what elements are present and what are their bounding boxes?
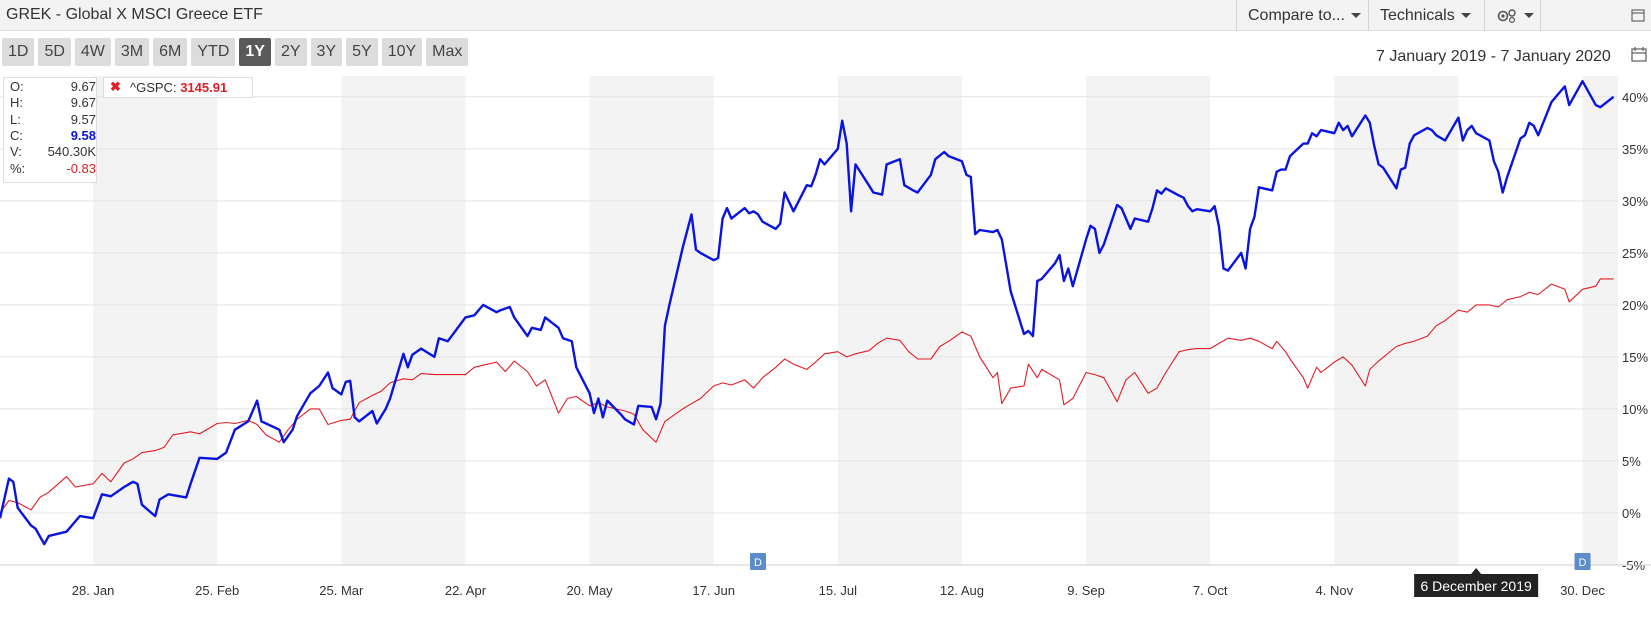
technicals-dropdown[interactable]: Technicals — [1368, 0, 1484, 31]
ohlc-value: -0.83 — [66, 160, 96, 176]
x-tick-label: 30. Dec — [1560, 583, 1605, 598]
chart-title: GREK - Global X MSCI Greece ETF — [6, 6, 263, 23]
y-tick-label: 25% — [1622, 246, 1648, 261]
ohlc-key: V: — [10, 144, 22, 160]
range-button-max[interactable]: Max — [426, 38, 469, 66]
compare-label: Compare to... — [1248, 6, 1345, 24]
x-tick-label: 15. Jul — [819, 583, 857, 598]
range-button-ytd[interactable]: YTD — [191, 38, 236, 66]
month-band — [341, 76, 466, 565]
compare-legend: ✖ ^GSPC: 3145.91 — [103, 77, 253, 98]
ohlc-key: H: — [10, 95, 23, 111]
crosshair-date-label: 6 December 2019 — [1420, 578, 1532, 594]
ohlc-panel: O: 9.67 H: 9.67 L: 9.57 C: 9.58 V: 540.30K%: -0.83 — [3, 77, 97, 183]
month-band — [1582, 76, 1618, 565]
gear-icon — [1497, 8, 1516, 23]
month-band — [1086, 76, 1211, 565]
ohlc-key: %: — [10, 160, 26, 176]
range-button-6m[interactable]: 6M — [153, 38, 188, 66]
x-tick-label: 7. Oct — [1193, 583, 1228, 598]
remove-series-icon[interactable]: ✖ — [110, 79, 121, 94]
y-tick-label: 35% — [1622, 142, 1648, 157]
range-button-1d[interactable]: 1D — [2, 38, 35, 66]
y-tick-label: 20% — [1622, 298, 1648, 313]
x-tick-label: 25. Feb — [195, 583, 239, 598]
x-tick-label: 25. Mar — [319, 583, 364, 598]
calendar-icon[interactable] — [1631, 46, 1647, 62]
legend-series-name: ^GSPC: — [130, 80, 177, 95]
month-band — [837, 76, 962, 565]
compare-dropdown[interactable]: Compare to... — [1236, 0, 1368, 31]
range-button-10y[interactable]: 10Y — [381, 38, 423, 66]
y-tick-label: 40% — [1622, 90, 1648, 105]
technicals-label: Technicals — [1380, 6, 1455, 24]
crosshair-pointer — [1471, 568, 1482, 574]
month-band — [589, 76, 714, 565]
ohlc-key: C: — [10, 127, 23, 143]
chevron-down-icon — [1350, 13, 1361, 18]
series-line-gspc — [0, 278, 1614, 514]
ohlc-value: 9.58 — [70, 127, 96, 143]
ohlc-value: 9.67 — [70, 79, 96, 94]
date-range[interactable]: 7 January 2019 - 7 January 2020 — [1376, 48, 1611, 65]
range-button-5d[interactable]: 5D — [38, 38, 71, 66]
calendar-icon — [1631, 9, 1645, 22]
dividend-marker-label: D — [1579, 557, 1587, 569]
month-band — [93, 76, 218, 565]
dividend-marker — [750, 553, 767, 570]
ohlc-value: 9.67 — [70, 95, 96, 111]
ohlc-value: 540.30K — [47, 144, 96, 160]
range-button-5y[interactable]: 5Y — [346, 38, 378, 66]
dividend-marker-label: D — [754, 557, 762, 569]
y-tick-label: 10% — [1622, 402, 1648, 417]
toolbar-more[interactable] — [1540, 0, 1651, 31]
x-tick-label: 20. May — [566, 583, 613, 598]
dividend-marker — [1574, 553, 1591, 570]
range-button-3m[interactable]: 3M — [114, 38, 150, 66]
chevron-down-icon — [1524, 13, 1534, 18]
range-button-4w[interactable]: 4W — [74, 38, 111, 66]
chart-toolbar: GREK - Global X MSCI Greece ETF Compare … — [0, 0, 1651, 31]
range-selector: 1D 5D 4W 3M 6M YTD 1Y 2Y 3Y 5Y 10Y Max — [2, 38, 472, 66]
ohlc-key: L: — [10, 111, 21, 127]
range-button-3y[interactable]: 3Y — [310, 38, 343, 66]
x-tick-label: 9. Sep — [1067, 583, 1105, 598]
ohlc-row: V: 540.30K — [10, 144, 96, 161]
ohlc-row: C: 9.58 — [10, 128, 96, 145]
y-tick-label: 5% — [1622, 454, 1641, 469]
x-tick-label: 12. Aug — [940, 583, 984, 598]
ohlc-value: 9.57 — [70, 111, 96, 127]
crosshair-date-box — [1414, 574, 1539, 597]
series-line-grek — [0, 80, 1615, 546]
x-tick-label: 4. Nov — [1316, 583, 1354, 598]
ohlc-key: O: — [10, 79, 24, 94]
x-tick-label: 17. Jun — [692, 583, 735, 598]
legend-series-value: 3145.91 — [180, 80, 228, 95]
y-tick-label: 0% — [1622, 506, 1641, 521]
y-tick-label: 15% — [1622, 350, 1648, 365]
chevron-down-icon — [1460, 13, 1471, 18]
x-tick-label: 22. Apr — [445, 583, 487, 598]
settings-dropdown[interactable] — [1484, 0, 1540, 31]
ohlc-row: O: 9.67 — [10, 79, 96, 96]
ohlc-row: L: 9.57 — [10, 112, 96, 129]
range-button-1y[interactable]: 1Y — [239, 38, 271, 66]
range-button-2y[interactable]: 2Y — [274, 38, 307, 66]
ohlc-row: %: -0.83 — [10, 161, 96, 178]
month-band — [1334, 76, 1459, 565]
ohlc-row: H: 9.67 — [10, 95, 96, 112]
legend-item: ^GSPC: 3145.91 — [130, 80, 227, 95]
x-tick-label: 28. Jan — [72, 583, 115, 598]
price-chart[interactable]: 40%35%30%25%20%15%10%5%0%-5%28. Jan 25. F… — [0, 76, 1651, 634]
y-tick-label: 30% — [1622, 194, 1648, 209]
